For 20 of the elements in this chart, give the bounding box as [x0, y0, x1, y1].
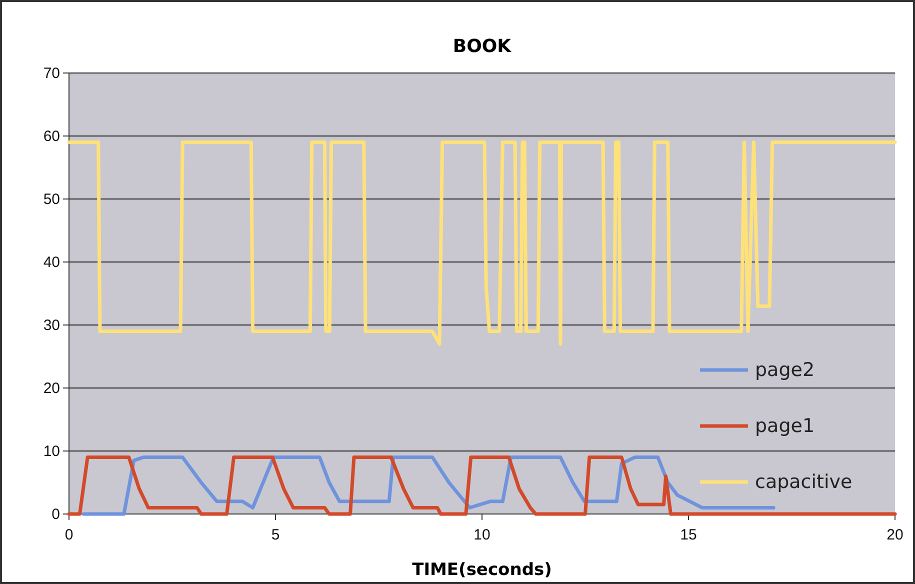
chart-title: BOOK	[452, 36, 512, 57]
y-tick-label: 60	[43, 128, 60, 145]
x-tick-label: 0	[64, 526, 74, 544]
x-axis-title: TIME(seconds)	[412, 560, 552, 580]
line-series	[67, 456, 897, 516]
y-tick-label: 40	[43, 254, 60, 271]
y-tick-label: 20	[43, 380, 60, 397]
line-series	[67, 140, 897, 346]
x-tick-label: 10	[474, 526, 490, 544]
legend-label: page1	[755, 415, 815, 437]
x-tick-label: 15	[680, 526, 697, 544]
y-tick-label: 30	[43, 316, 60, 334]
legend-label: capacitive	[755, 471, 852, 493]
y-tick-label: 0	[52, 506, 60, 523]
y-tick-label: 50	[43, 190, 60, 208]
x-tick-label: 5	[271, 526, 280, 544]
y-tick-label: 10	[43, 442, 60, 460]
legend-label: page2	[755, 359, 815, 381]
x-tick-label: 20	[886, 526, 904, 544]
y-tick-label: 70	[43, 64, 60, 82]
